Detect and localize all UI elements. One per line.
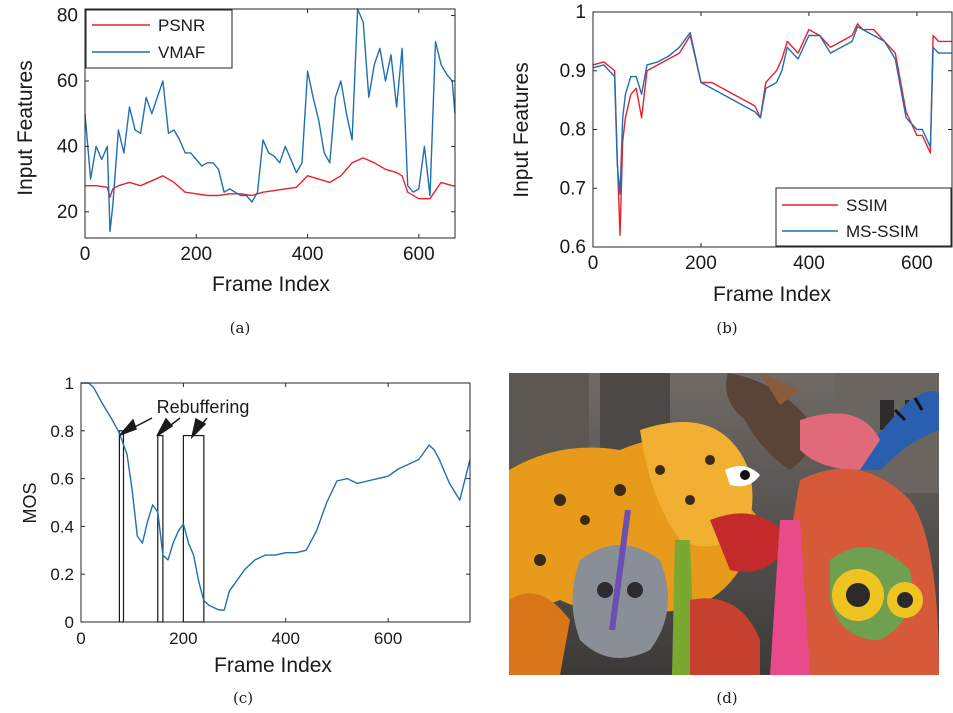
x-tick-label-a-1: 200 bbox=[180, 244, 212, 265]
y-tick-label-b-3: 0.9 bbox=[560, 61, 586, 82]
x-tick-label-a-2: 400 bbox=[292, 244, 324, 265]
series-line-a-1 bbox=[84, 8, 456, 233]
panel-a-legend-box bbox=[85, 9, 233, 69]
x-tick-label-a-0: 0 bbox=[80, 244, 91, 265]
y-tick-label-c-5: 1 bbox=[65, 374, 74, 393]
x-tick-label-a-3: 600 bbox=[403, 244, 435, 265]
legend-label-ssim: SSIM bbox=[846, 196, 888, 215]
y-tick-label-a-0: 20 bbox=[57, 202, 78, 223]
y-tick-label-a-3: 80 bbox=[57, 6, 78, 27]
rebuffering-annotation: Rebuffering bbox=[157, 397, 250, 417]
y-tick-label-b-1: 0.7 bbox=[560, 178, 586, 199]
legend-label-psnr: PSNR bbox=[158, 16, 205, 35]
panel-a-ylabel: Input Features bbox=[14, 60, 37, 195]
y-tick-label-b-2: 0.8 bbox=[560, 120, 586, 141]
series-line-a-0 bbox=[85, 157, 455, 200]
panel-c-series bbox=[81, 382, 471, 611]
legend-label-vmaf: VMAF bbox=[158, 43, 205, 62]
panel-b-ylabel: Input Features bbox=[510, 62, 533, 197]
rebuffering-arrows bbox=[119, 417, 208, 440]
alebrije-parade-photo-icon bbox=[509, 373, 939, 675]
x-tick-label-b-2: 400 bbox=[793, 253, 825, 274]
y-tick-label-b-0: 0.6 bbox=[560, 237, 586, 258]
panel-b-xlabel: Frame Index bbox=[713, 283, 831, 306]
panel-c-rebuffering-regions bbox=[118, 430, 205, 623]
panel-a-ticks: 0 200 400 600 20 40 60 80 bbox=[57, 6, 455, 265]
x-tick-label-c-2: 400 bbox=[272, 629, 300, 648]
y-tick-label-c-2: 0.4 bbox=[50, 517, 74, 536]
arrow-2-head bbox=[156, 417, 174, 437]
legend-label-ms-ssim: MS-SSIM bbox=[846, 222, 919, 241]
panel-a-axes-box bbox=[84, 8, 456, 239]
arrow-1-head bbox=[119, 418, 137, 436]
y-tick-label-a-1: 40 bbox=[57, 136, 78, 157]
x-tick-label-c-0: 0 bbox=[76, 629, 85, 648]
panel-b-ssim-chart: 0 200 400 600 0.6 0.7 0.8 0.9 1 Input Features F… bbox=[510, 2, 953, 337]
panel-b-legend: SSIM MS-SSIM bbox=[775, 187, 952, 247]
panel-c-xlabel: Frame Index bbox=[214, 654, 332, 677]
caption-a: (a) bbox=[230, 319, 251, 337]
x-tick-label-b-3: 600 bbox=[901, 253, 933, 274]
panel-a-series bbox=[84, 8, 456, 233]
caption-c: (c) bbox=[233, 689, 253, 707]
x-tick-label-c-3: 600 bbox=[374, 629, 402, 648]
y-tick-label-c-0: 0 bbox=[65, 613, 74, 632]
panel-d-photo: (d) bbox=[509, 373, 939, 707]
y-tick-label-c-3: 0.6 bbox=[50, 470, 74, 489]
panel-a-legend: PSNR VMAF bbox=[85, 9, 233, 69]
series-line-b-1 bbox=[592, 26, 952, 195]
panel-c-mos-chart: 0 200 400 600 0 0.2 0.4 0.6 0.8 1 MOS Frame Index… bbox=[20, 374, 471, 707]
x-tick-label-b-0: 0 bbox=[588, 253, 599, 274]
panel-c-axes-box bbox=[80, 382, 471, 623]
panel-a-xlabel: Frame Index bbox=[212, 273, 330, 296]
series-line-c-0 bbox=[81, 382, 471, 611]
caption-d: (d) bbox=[716, 689, 737, 707]
panel-a-psnr-vmaf-chart: 0 200 400 600 20 40 60 80 Input Features Frame … bbox=[14, 6, 456, 337]
rebuffering-region-0 bbox=[118, 430, 125, 623]
panel-b-ticks: 0 200 400 600 0.6 0.7 0.8 0.9 1 bbox=[560, 2, 952, 274]
y-tick-label-b-4: 1 bbox=[575, 2, 586, 23]
panel-c-ylabel: MOS bbox=[20, 482, 40, 523]
arrow-3-head bbox=[190, 417, 207, 440]
panel-b-legend-box bbox=[775, 187, 952, 247]
y-tick-label-c-4: 0.8 bbox=[50, 422, 74, 441]
x-tick-label-c-1: 200 bbox=[169, 629, 197, 648]
y-tick-label-a-2: 60 bbox=[57, 71, 78, 92]
rebuffering-region-2 bbox=[182, 434, 205, 623]
y-tick-label-c-1: 0.2 bbox=[50, 565, 74, 584]
panel-c-ticks: 0 200 400 600 0 0.2 0.4 0.6 0.8 1 bbox=[50, 374, 470, 648]
panel-b-series bbox=[592, 23, 952, 237]
x-tick-label-b-1: 200 bbox=[685, 253, 717, 274]
caption-b: (b) bbox=[716, 319, 737, 337]
